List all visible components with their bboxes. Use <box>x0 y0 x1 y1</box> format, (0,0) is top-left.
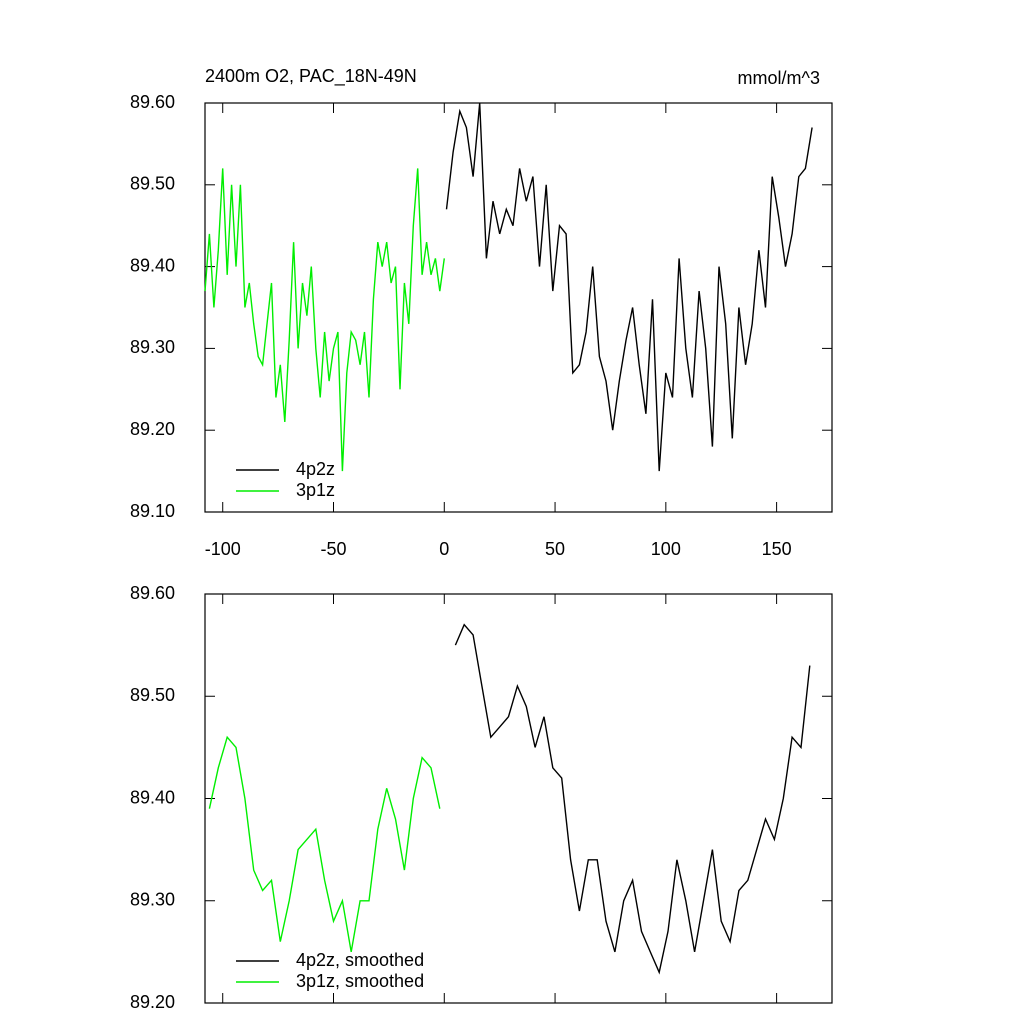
legend-label: 3p1z <box>296 480 335 500</box>
x-tick-label: -100 <box>205 539 241 559</box>
data-line <box>208 735 441 953</box>
legend-label: 4p2z <box>296 459 335 479</box>
y-tick-label: 89.30 <box>130 337 175 357</box>
y-tick-label: 89.30 <box>130 890 175 910</box>
data-line <box>454 623 811 975</box>
y-tick-label: 89.10 <box>130 501 175 521</box>
legend-label: 4p2z, smoothed <box>296 950 424 970</box>
x-tick-label: -50 <box>320 539 346 559</box>
units-label: mmol/m^3 <box>738 68 820 88</box>
y-tick-label: 89.50 <box>130 174 175 194</box>
y-tick-label: 89.60 <box>130 583 175 603</box>
y-tick-label: 89.50 <box>130 685 175 705</box>
x-tick-label: 150 <box>762 539 792 559</box>
legend-label: 3p1z, smoothed <box>296 971 424 991</box>
data-line <box>445 102 813 472</box>
chart-title: 2400m O2, PAC_18N-49N <box>205 66 417 87</box>
y-tick-label: 89.60 <box>130 92 175 112</box>
x-tick-label: 50 <box>545 539 565 559</box>
x-tick-label: 100 <box>651 539 681 559</box>
data-line <box>204 168 445 472</box>
plot-frame <box>204 593 833 1004</box>
y-tick-label: 89.40 <box>130 255 175 275</box>
y-tick-label: 89.20 <box>130 419 175 439</box>
y-tick-label: 89.20 <box>130 992 175 1012</box>
x-tick-label: 0 <box>439 539 449 559</box>
y-tick-label: 89.40 <box>130 787 175 807</box>
plot-frame <box>204 102 833 513</box>
